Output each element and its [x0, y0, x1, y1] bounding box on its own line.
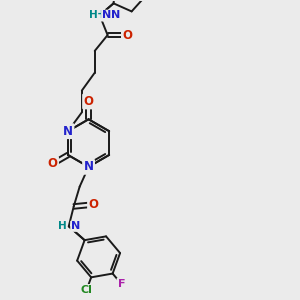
Text: N: N: [71, 221, 80, 231]
Text: N: N: [111, 10, 120, 20]
Text: N: N: [84, 160, 94, 173]
Text: H: H: [58, 221, 67, 231]
Text: F: F: [118, 279, 125, 289]
Text: O: O: [84, 95, 94, 108]
Text: N: N: [63, 125, 73, 138]
Text: Cl: Cl: [80, 285, 92, 296]
Text: H: H: [95, 10, 104, 20]
Text: O: O: [47, 158, 58, 170]
Text: H: H: [89, 10, 98, 20]
Text: O: O: [88, 198, 98, 211]
Text: N: N: [102, 10, 111, 20]
Text: O: O: [122, 28, 132, 42]
